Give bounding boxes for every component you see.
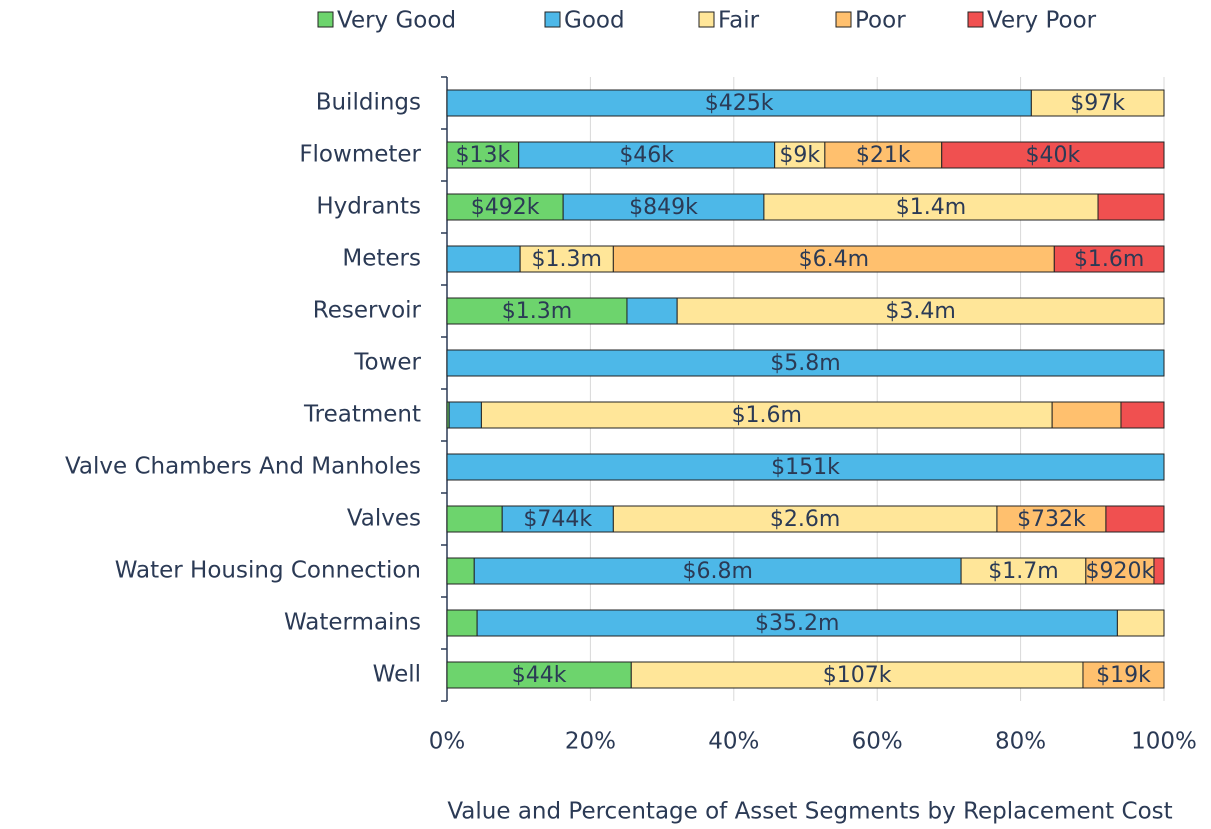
data-label: $3.4m xyxy=(885,299,955,324)
bar-segment xyxy=(1105,505,1165,533)
bar-segment xyxy=(446,453,1165,481)
bar-segment xyxy=(480,401,1053,429)
data-label: $1.3m xyxy=(532,247,602,272)
bar-segment xyxy=(446,89,1032,117)
data-label: $2.6m xyxy=(770,507,840,532)
y-tick-label: Tower xyxy=(353,350,421,376)
data-label: $1.6m xyxy=(732,403,802,428)
bar-segment xyxy=(446,609,478,637)
data-label: $5.8m xyxy=(770,351,840,376)
bar-segment xyxy=(612,505,998,533)
legend-swatch xyxy=(835,11,852,28)
data-label: $151k xyxy=(771,455,840,480)
data-label: $19k xyxy=(1096,663,1151,688)
bar-segment xyxy=(612,245,1055,273)
bar-segment xyxy=(446,349,1165,377)
bar-segment xyxy=(473,557,962,585)
x-tick-label: 80% xyxy=(995,729,1046,755)
x-tick-label: 20% xyxy=(565,729,616,755)
y-tick-label: Valve Chambers And Manholes xyxy=(65,454,421,480)
data-label: $44k xyxy=(512,663,567,688)
bar-segment xyxy=(1120,401,1165,429)
legend-label: Good xyxy=(564,8,625,34)
bar-segment xyxy=(1097,193,1165,221)
bar-segment xyxy=(676,297,1165,325)
bar-segment xyxy=(763,193,1099,221)
data-label: $21k xyxy=(856,143,911,168)
bar-segment xyxy=(446,661,632,689)
bar-segment xyxy=(448,401,482,429)
data-label: $46k xyxy=(619,143,674,168)
y-tick-label: Watermains xyxy=(284,610,421,636)
y-tick-label: Treatment xyxy=(303,402,421,428)
bar-segment xyxy=(941,141,1165,169)
legend-swatch xyxy=(698,11,715,28)
bar-segment xyxy=(1053,245,1165,273)
x-tick-label: 40% xyxy=(708,729,759,755)
legend-swatch xyxy=(967,11,984,28)
legend-swatch xyxy=(317,11,334,28)
bar-segment xyxy=(446,245,521,273)
data-label: $492k xyxy=(471,195,540,220)
y-tick-label: Well xyxy=(373,662,421,688)
y-tick-label: Hydrants xyxy=(316,194,421,220)
data-label: $1.4m xyxy=(896,195,966,220)
y-tick-label: Reservoir xyxy=(313,298,422,324)
bar-segment xyxy=(519,245,614,273)
data-label: $744k xyxy=(523,507,592,532)
bar-segment xyxy=(1051,401,1122,429)
bar-segment xyxy=(1153,557,1165,585)
y-tick-label: Valves xyxy=(347,506,421,532)
y-tick-label: Buildings xyxy=(316,90,421,116)
data-label: $1.7m xyxy=(988,559,1058,584)
data-label: $13k xyxy=(455,143,510,168)
data-label: $920k xyxy=(1086,559,1155,584)
bar-segment xyxy=(626,297,678,325)
bar-segment xyxy=(446,297,628,325)
data-label: $97k xyxy=(1070,91,1125,116)
data-label: $9k xyxy=(779,143,820,168)
data-label: $6.4m xyxy=(799,247,869,272)
data-label: $1.3m xyxy=(502,299,572,324)
bar-segment xyxy=(960,557,1087,585)
data-label: $849k xyxy=(629,195,698,220)
data-label: $6.8m xyxy=(682,559,752,584)
data-label: $732k xyxy=(1017,507,1086,532)
legend-label: Very Poor xyxy=(987,8,1097,34)
x-tick-label: 100% xyxy=(1131,729,1197,755)
data-label: $425k xyxy=(705,91,774,116)
chart-title: Value and Percentage of Asset Segments b… xyxy=(447,799,1172,825)
bar-segment xyxy=(1085,557,1155,585)
x-tick-label: 0% xyxy=(429,729,466,755)
data-label: $40k xyxy=(1025,143,1080,168)
y-tick-label: Flowmeter xyxy=(299,142,421,168)
bar-segment xyxy=(446,141,520,169)
data-label: $107k xyxy=(823,663,892,688)
bar-segment xyxy=(1116,609,1165,637)
bar-segment xyxy=(1030,89,1165,117)
legend-label: Very Good xyxy=(337,8,456,34)
data-label: $1.6m xyxy=(1074,247,1144,272)
legend-label: Fair xyxy=(718,8,760,34)
data-label: $35.2m xyxy=(755,611,839,636)
legend-label: Poor xyxy=(855,8,906,34)
bar-segment xyxy=(446,505,503,533)
bar-segment xyxy=(1082,661,1165,689)
bar-segment xyxy=(824,141,943,169)
bar-segment xyxy=(446,193,564,221)
x-tick-label: 60% xyxy=(852,729,903,755)
legend-swatch xyxy=(544,11,561,28)
bar-segment xyxy=(446,557,475,585)
y-tick-label: Water Housing Connection xyxy=(115,558,421,584)
y-tick-label: Meters xyxy=(342,246,421,272)
